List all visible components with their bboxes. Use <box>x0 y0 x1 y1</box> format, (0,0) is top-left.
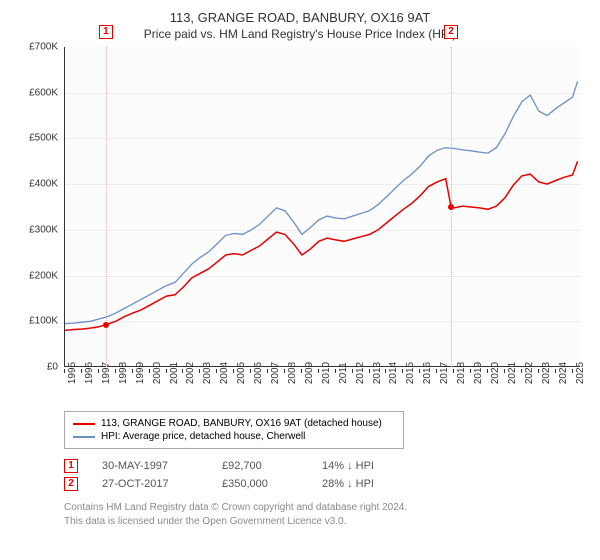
line-plot-svg <box>65 47 581 367</box>
y-tick-label: £200K <box>29 270 58 281</box>
y-tick-label: £400K <box>29 179 58 190</box>
footer-line-2: This data is licensed under the Open Gov… <box>64 515 592 529</box>
event-row-price: £350,000 <box>222 478 322 490</box>
event-row-date: 30-MAY-1997 <box>102 460 222 472</box>
event-marker-1: 1 <box>99 25 113 39</box>
event-dot <box>103 322 109 328</box>
legend-item: HPI: Average price, detached house, Cher… <box>73 431 395 442</box>
legend-item: 113, GRANGE ROAD, BANBURY, OX16 9AT (det… <box>73 418 395 429</box>
chart-container: 113, GRANGE ROAD, BANBURY, OX16 9AT Pric… <box>0 0 600 560</box>
legend-box: 113, GRANGE ROAD, BANBURY, OX16 9AT (det… <box>64 411 404 449</box>
event-row-delta: 28% ↓ HPI <box>322 478 374 490</box>
plot-region: 12 <box>64 47 580 367</box>
chart-title: 113, GRANGE ROAD, BANBURY, OX16 9AT <box>8 10 592 25</box>
chart-area: £0£100K£200K£300K£400K£500K£600K£700K 12… <box>22 47 582 403</box>
y-tick-label: £500K <box>29 133 58 144</box>
events-table: 1 30-MAY-1997£92,70014% ↓ HPI 2 27-OCT-2017… <box>64 459 592 491</box>
y-axis: £0£100K£200K£300K£400K£500K£600K£700K <box>22 47 62 367</box>
chart-subtitle: Price paid vs. HM Land Registry's House … <box>8 27 592 41</box>
event-marker-2: 2 <box>444 25 458 39</box>
x-axis: 1995199619971998199920002001200220032004… <box>64 369 580 403</box>
legend-swatch <box>73 436 95 438</box>
event-row: 1 30-MAY-1997£92,70014% ↓ HPI <box>64 459 592 473</box>
event-dot <box>448 204 454 210</box>
event-row-date: 27-OCT-2017 <box>102 478 222 490</box>
event-row-badge: 1 <box>64 459 78 473</box>
footer-line-1: Contains HM Land Registry data © Crown c… <box>64 501 592 515</box>
y-tick-label: £300K <box>29 224 58 235</box>
legend-label: 113, GRANGE ROAD, BANBURY, OX16 9AT (det… <box>101 418 382 429</box>
y-tick-label: £100K <box>29 316 58 327</box>
y-tick-label: £0 <box>47 362 58 373</box>
event-row: 2 27-OCT-2017£350,00028% ↓ HPI <box>64 477 592 491</box>
legend-swatch <box>73 423 95 425</box>
legend-label: HPI: Average price, detached house, Cher… <box>101 431 305 442</box>
y-tick-label: £600K <box>29 87 58 98</box>
footer-attribution: Contains HM Land Registry data © Crown c… <box>64 501 592 528</box>
event-row-price: £92,700 <box>222 460 322 472</box>
event-row-delta: 14% ↓ HPI <box>322 460 374 472</box>
series-line-paid <box>65 161 578 330</box>
y-tick-label: £700K <box>29 42 58 53</box>
event-row-badge: 2 <box>64 477 78 491</box>
